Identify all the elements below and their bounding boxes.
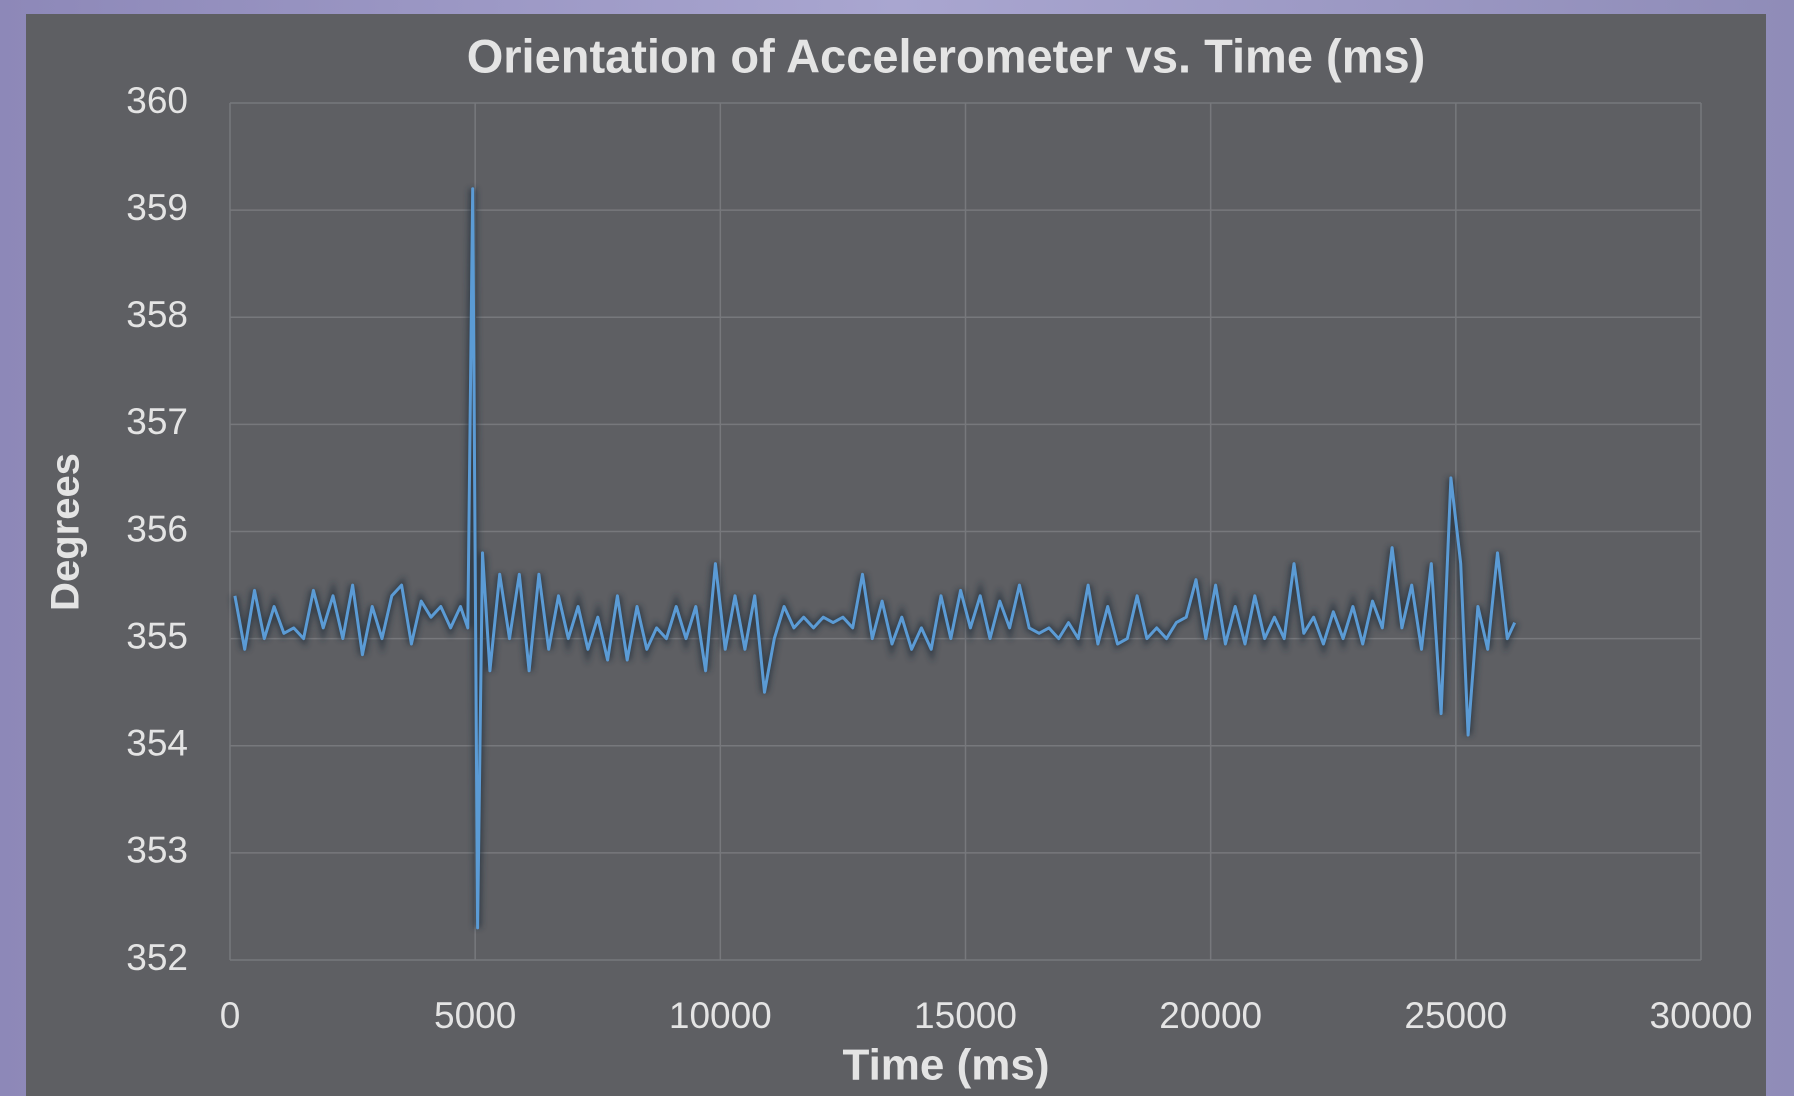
- x-tick-label: 10000: [669, 995, 772, 1036]
- y-tick-label: 358: [126, 294, 188, 335]
- x-axis-title: Time (ms): [842, 1041, 1049, 1090]
- y-tick-label: 357: [126, 401, 188, 442]
- y-axis-title: Degrees: [44, 453, 88, 611]
- chart: Orientation of Accelerometer vs. Time (m…: [0, 0, 1794, 1096]
- y-tick-label: 360: [126, 80, 188, 121]
- y-tick-label: 355: [126, 615, 188, 656]
- x-tick-label: 20000: [1159, 995, 1262, 1036]
- x-tick-label: 30000: [1650, 995, 1753, 1036]
- x-tick-label: 5000: [434, 995, 516, 1036]
- chart-title: Orientation of Accelerometer vs. Time (m…: [467, 29, 1426, 82]
- chart-panel: [26, 14, 1766, 1096]
- x-tick-label: 0: [220, 995, 241, 1036]
- x-tick-label: 15000: [914, 995, 1017, 1036]
- y-tick-label: 359: [126, 187, 188, 228]
- y-tick-label: 356: [126, 508, 188, 549]
- page: Orientation of Accelerometer vs. Time (m…: [0, 0, 1794, 1096]
- y-tick-label: 352: [126, 937, 188, 978]
- y-tick-label: 353: [126, 830, 188, 871]
- y-tick-label: 354: [126, 723, 188, 764]
- x-tick-label: 25000: [1404, 995, 1507, 1036]
